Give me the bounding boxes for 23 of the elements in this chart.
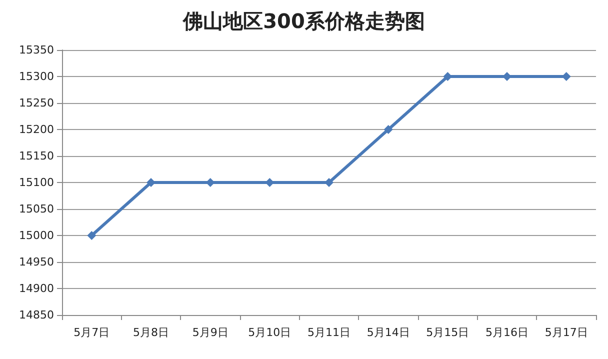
x-tick-label: 5月8日 bbox=[133, 326, 169, 339]
y-tick-label: 15250 bbox=[19, 96, 54, 110]
x-tick-label: 5月9日 bbox=[192, 326, 228, 339]
x-tick-label: 5月17日 bbox=[544, 326, 588, 339]
y-tick-label: 15350 bbox=[19, 44, 54, 56]
x-tick-label: 5月15日 bbox=[426, 326, 470, 339]
x-tick-label: 5月7日 bbox=[74, 326, 110, 339]
point bbox=[87, 231, 96, 240]
y-tick-label: 14850 bbox=[19, 308, 54, 322]
y-tick-label: 15000 bbox=[19, 229, 54, 242]
y-tick-label: 14900 bbox=[19, 282, 54, 295]
y-tick-label: 15300 bbox=[19, 70, 54, 83]
y-tick-label: 15200 bbox=[19, 123, 54, 136]
x-tick-label: 5月14日 bbox=[366, 326, 410, 339]
point bbox=[384, 125, 393, 134]
y-tick-label: 15100 bbox=[19, 176, 54, 189]
x-tick-label: 5月16日 bbox=[486, 326, 528, 339]
y-tick-label: 15150 bbox=[19, 150, 54, 162]
y-tick-label: 15050 bbox=[19, 202, 54, 216]
x-tick-label: 5月10日 bbox=[248, 326, 292, 339]
y-tick-label: 14950 bbox=[19, 256, 54, 268]
x-tick-label: 5月11日 bbox=[308, 326, 350, 339]
chart-title: 佛山地区300系价格走势图 bbox=[182, 9, 425, 33]
